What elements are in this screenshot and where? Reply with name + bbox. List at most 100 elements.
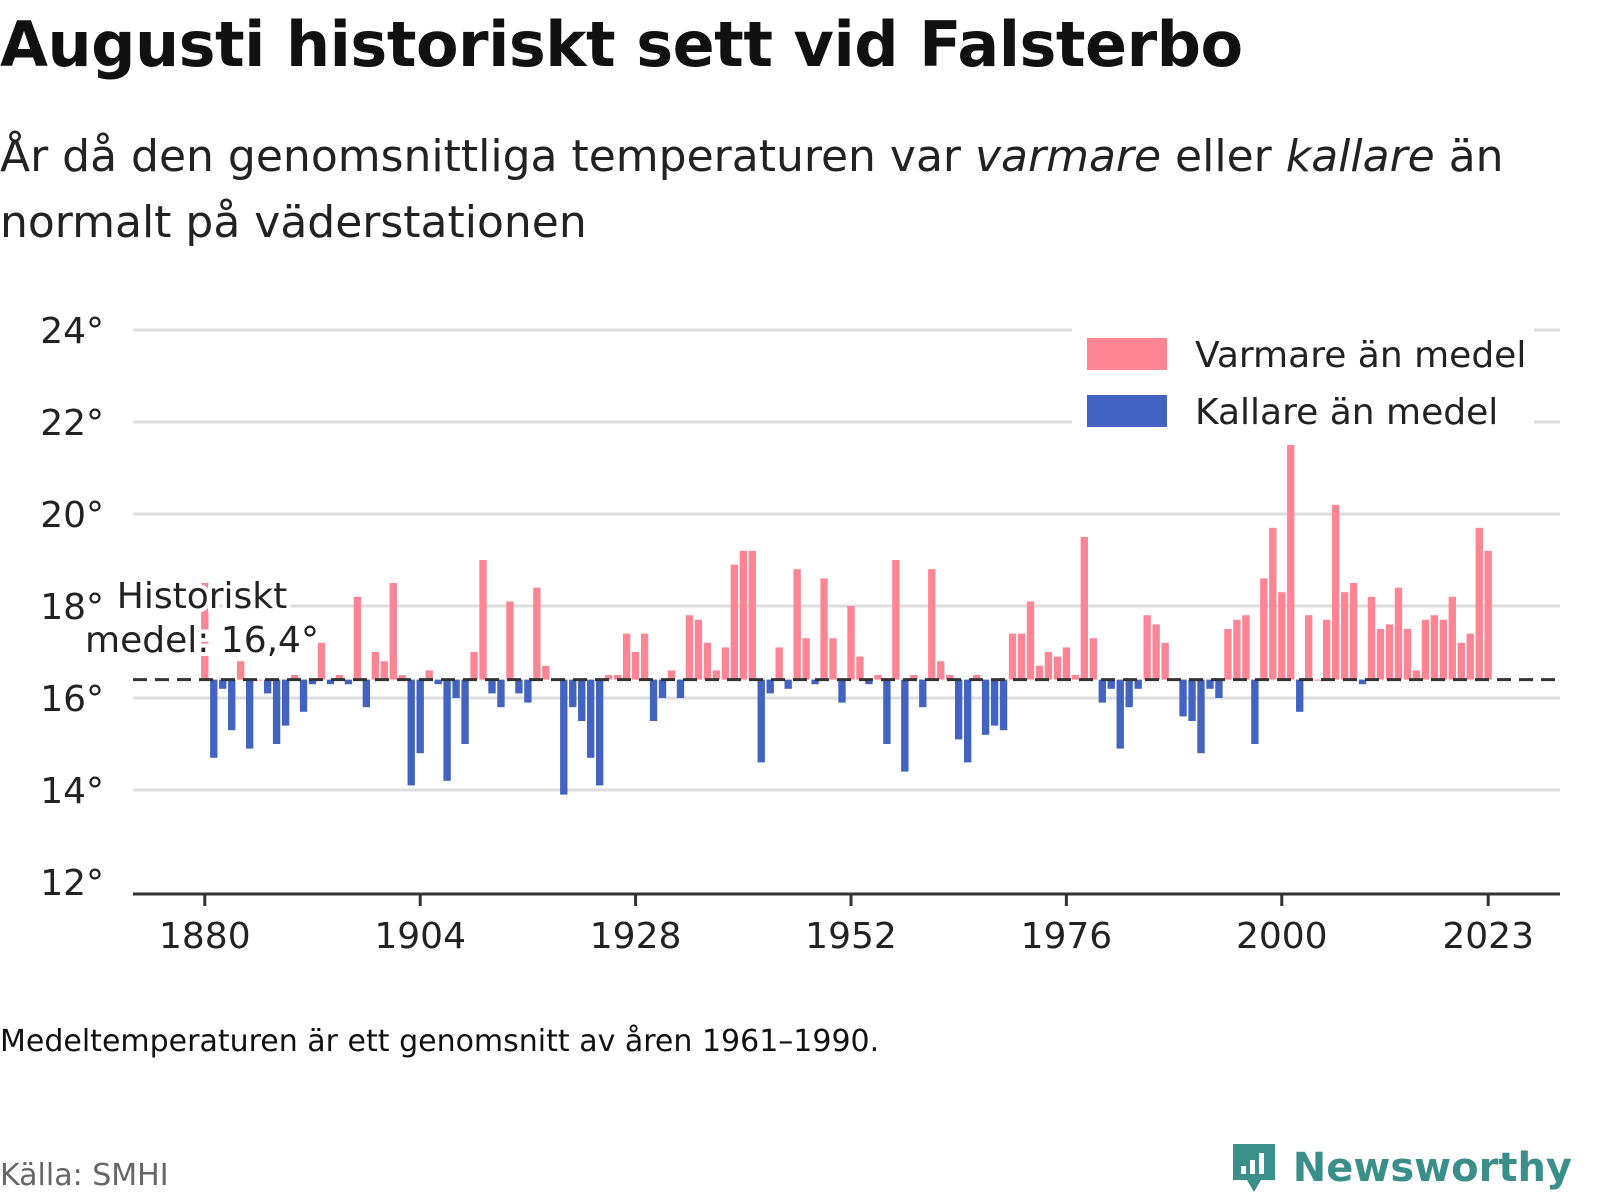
x-tick-label: 1904 (374, 916, 466, 957)
bar-warm (1053, 656, 1062, 680)
y-axis-tick-labels: 12° 14° 16° 18° 20° 22° 24° (40, 311, 104, 904)
bar-cold (569, 679, 577, 708)
subtitle-part-2: eller (1161, 131, 1286, 182)
bar-cold (919, 679, 927, 708)
bar-warm (470, 652, 478, 680)
bar-cold (1179, 679, 1187, 717)
bar-warm (542, 665, 550, 680)
bar-warm (506, 601, 514, 680)
bar-warm (820, 578, 828, 680)
bar-warm (1475, 527, 1483, 680)
bar-warm (622, 633, 631, 680)
brand-name: Newsworthy (1292, 1145, 1572, 1191)
y-tick-label: 14° (40, 771, 104, 812)
bar-warm (1224, 629, 1232, 680)
bar-warm (937, 661, 945, 680)
bar-warm (290, 675, 299, 680)
bar-warm (1080, 537, 1089, 680)
bar-cold (515, 679, 523, 694)
bar-warm (1403, 629, 1412, 680)
bar-warm (694, 619, 703, 680)
subtitle-part-3: än normalt på väderstationen (0, 131, 1504, 248)
bar-warm (1089, 638, 1097, 680)
bar-cold (407, 679, 415, 786)
bar-cold (362, 679, 371, 708)
x-tick-label: 2000 (1236, 916, 1328, 957)
bar-cold (497, 679, 505, 708)
bar-warm (1376, 629, 1385, 680)
bar-warm (1457, 642, 1465, 680)
y-tick-label: 20° (40, 495, 104, 536)
bar-warm (1340, 592, 1349, 680)
bar-warm (1143, 615, 1151, 680)
bar-warm (847, 606, 855, 680)
bar-warm (1233, 619, 1241, 680)
legend-label-cold: Kallare än medel (1195, 392, 1498, 433)
bar-warm (1439, 619, 1448, 680)
bar-warm (254, 679, 263, 681)
bar-warm (533, 587, 541, 680)
bar-warm (1412, 670, 1421, 680)
footnote: Medeltemperaturen är ett genomsnitt av å… (0, 1024, 880, 1059)
bar-cold (1125, 679, 1133, 708)
bar-cold (883, 679, 891, 744)
y-tick-label: 22° (40, 403, 104, 444)
bar-cold (281, 679, 290, 726)
bar-warm (389, 583, 397, 680)
bar-cold (649, 679, 658, 721)
chart-subtitle: År då den genomsnittliga temperaturen va… (0, 124, 1560, 256)
bar-warm (398, 675, 406, 680)
bar-warm (829, 638, 837, 680)
bar-warm (874, 675, 882, 680)
bar-warm (730, 564, 738, 680)
bar-warm (1287, 445, 1295, 680)
bar-cold (1358, 679, 1367, 685)
bar-warm (856, 656, 864, 680)
bar-warm (748, 550, 756, 680)
bar-warm (802, 638, 810, 680)
bar-warm (201, 583, 209, 680)
bar-warm (1017, 633, 1026, 680)
bar-cold (901, 679, 909, 772)
bar-warm (1331, 504, 1340, 680)
bar-warm (1448, 596, 1456, 680)
bar-cold (1296, 679, 1304, 712)
bar-cold (981, 679, 990, 735)
bar-warm (703, 642, 712, 680)
bar-warm (1278, 592, 1286, 680)
bar-cold (524, 679, 532, 703)
legend-label-warm: Varmare än medel (1195, 335, 1526, 376)
bar-warm (1367, 596, 1376, 680)
bar-cold (596, 679, 604, 786)
bar-warm (1008, 633, 1017, 680)
bar-cold (219, 679, 227, 689)
bar-warm (371, 652, 380, 680)
bar-warm (1385, 624, 1394, 680)
bar-cold (308, 679, 317, 685)
bar-warm (1269, 527, 1277, 680)
subtitle-cold-word: kallare (1285, 131, 1435, 182)
x-tick-label: 1880 (159, 916, 251, 957)
x-axis: 1880 1904 1928 1952 1976 2000 2023 (133, 892, 1560, 957)
bar-warm (380, 661, 388, 680)
chart-title: Augusti historiskt sett vid Falsterbo (0, 8, 1243, 81)
bar-cold (488, 679, 496, 694)
bar-cold (443, 679, 451, 781)
bar-warm (1152, 624, 1160, 680)
x-tick-label: 2023 (1442, 916, 1534, 957)
bar-warm (721, 647, 730, 680)
bar-cold (784, 679, 792, 689)
legend-swatch-cold (1087, 395, 1167, 427)
bar-cold (766, 679, 774, 694)
bar-cold (1134, 679, 1142, 689)
y-tick-label: 12° (40, 863, 104, 904)
bar-cold (326, 679, 335, 685)
bar-warm (928, 569, 936, 680)
bar-cold (1251, 679, 1259, 744)
bar-warm (946, 675, 954, 680)
bar-warm (1071, 675, 1080, 680)
bar-warm (892, 560, 900, 680)
bar-warm (1484, 550, 1492, 680)
bar-warm (1035, 665, 1044, 680)
